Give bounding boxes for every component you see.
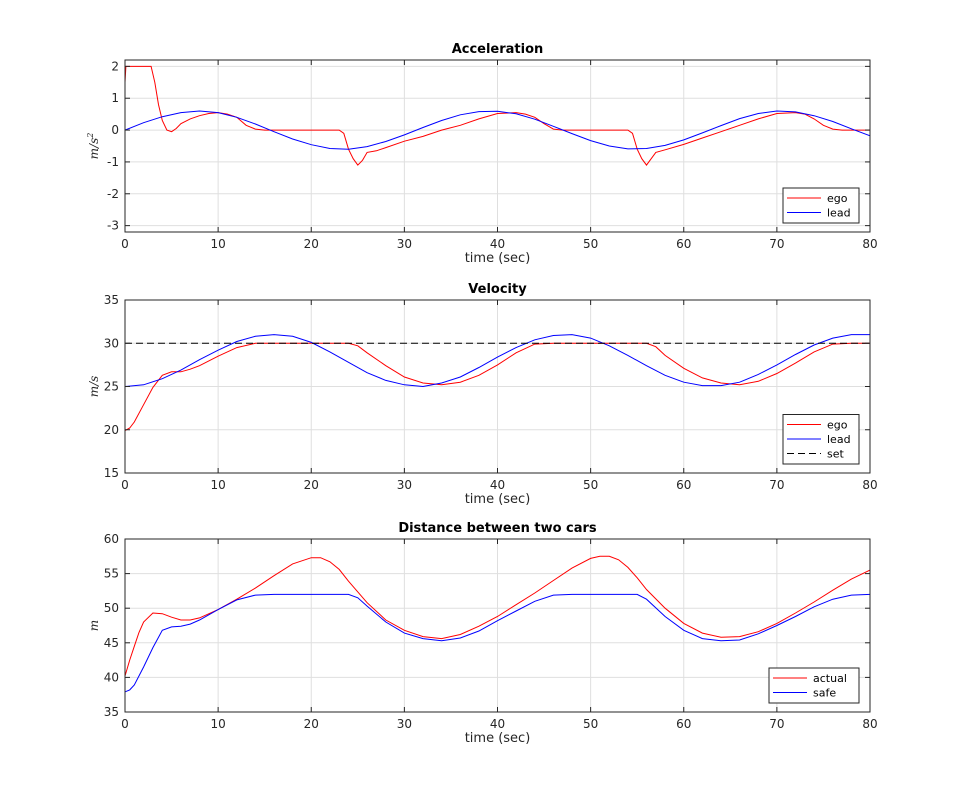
- y-tick-label: 35: [104, 705, 119, 719]
- x-tick-label: 60: [676, 237, 691, 251]
- x-tick-label: 70: [769, 717, 784, 731]
- x-tick-label: 40: [490, 478, 505, 492]
- subplot-title: Acceleration: [452, 42, 544, 57]
- legend-label-lead: lead: [827, 207, 851, 220]
- subplot-distance: 0 10 20 30 40 50 60 70 80 35 40 45 50 55 60 Distance be…: [87, 521, 878, 746]
- legend-label-ego: ego: [827, 192, 848, 205]
- x-tick-label: 60: [676, 717, 691, 731]
- legend-label-lead: lead: [827, 433, 851, 446]
- y-tick-label: 1: [111, 91, 119, 105]
- x-tick-label: 20: [304, 717, 319, 731]
- y-tick-label: 60: [104, 532, 119, 546]
- y-tick-label: 15: [104, 466, 119, 480]
- x-tick-label: 30: [397, 478, 412, 492]
- subplot-title: Distance between two cars: [398, 521, 597, 536]
- x-tick-label: 40: [490, 717, 505, 731]
- y-tick-label: 2: [111, 59, 119, 73]
- series-line-ego: [125, 342, 870, 432]
- y-tick-label: 0: [111, 123, 119, 137]
- x-tick-label: 20: [304, 237, 319, 251]
- y-axis-label-text: m/s: [87, 138, 101, 160]
- y-axis-label-text: m: [87, 620, 101, 631]
- legend-label-ego: ego: [827, 419, 848, 432]
- y-tick-label: -3: [107, 219, 119, 233]
- y-tick-label: 25: [104, 380, 119, 394]
- x-tick-label: 60: [676, 478, 691, 492]
- x-tick-label: 30: [397, 717, 412, 731]
- y-tick-label: 45: [104, 636, 119, 650]
- y-axis-label: m/s2: [86, 133, 101, 160]
- x-tick-label: 30: [397, 237, 412, 251]
- x-tick-label: 80: [862, 478, 877, 492]
- x-tick-label: 40: [490, 237, 505, 251]
- x-tick-label: 70: [769, 478, 784, 492]
- x-tick-label: 0: [121, 237, 129, 251]
- legend-label-actual: actual: [813, 672, 847, 685]
- x-tick-label: 70: [769, 237, 784, 251]
- legend-label-set: set: [827, 448, 844, 461]
- legend-box: [768, 667, 860, 704]
- legend: ego lead: [782, 187, 860, 224]
- x-tick-label: 20: [304, 478, 319, 492]
- y-tick-label: -1: [107, 155, 119, 169]
- x-tick-label: 50: [583, 478, 598, 492]
- legend-label-safe: safe: [813, 687, 836, 700]
- y-axis-label: m: [87, 620, 101, 631]
- series-line-ego: [125, 65, 870, 166]
- legend: actual safe: [768, 667, 860, 704]
- x-tick-label: 0: [121, 478, 129, 492]
- y-tick-label: 50: [104, 601, 119, 615]
- series-line-lead: [125, 334, 870, 388]
- legend-box: [782, 187, 860, 224]
- series-line-safe: [125, 593, 870, 693]
- x-tick-label: 80: [862, 717, 877, 731]
- y-tick-label: 20: [104, 423, 119, 437]
- x-axis-label: time (sec): [465, 731, 531, 746]
- x-tick-label: 80: [862, 237, 877, 251]
- y-axis-label-text: m/s: [87, 376, 101, 398]
- y-axis-label-superscript: 2: [86, 133, 95, 139]
- y-tick-label: 35: [104, 293, 119, 307]
- series-line-actual: [125, 555, 870, 677]
- y-tick-label: 55: [104, 567, 119, 581]
- y-tick-label: 30: [104, 336, 119, 350]
- x-tick-label: 10: [210, 237, 225, 251]
- x-tick-label: 0: [121, 717, 129, 731]
- y-tick-label: -2: [107, 187, 119, 201]
- x-tick-label: 10: [210, 478, 225, 492]
- x-tick-label: 50: [583, 237, 598, 251]
- y-axis-label: m/s: [87, 376, 101, 398]
- x-axis-label: time (sec): [465, 251, 531, 266]
- x-tick-label: 50: [583, 717, 598, 731]
- subplot-acceleration: 0 10 20 30 40 50 60 70 80 -3 -2 -1 0 1 2 Acceleration ti…: [86, 42, 878, 266]
- subplot-title: Velocity: [468, 282, 527, 297]
- subplot-velocity: 0 10 20 30 40 50 60 70 80 15 20 25 30 35 Velocity time …: [87, 282, 878, 507]
- x-tick-label: 10: [210, 717, 225, 731]
- x-axis-label: time (sec): [465, 492, 531, 507]
- series-line-lead: [125, 110, 870, 150]
- y-tick-label: 40: [104, 670, 119, 684]
